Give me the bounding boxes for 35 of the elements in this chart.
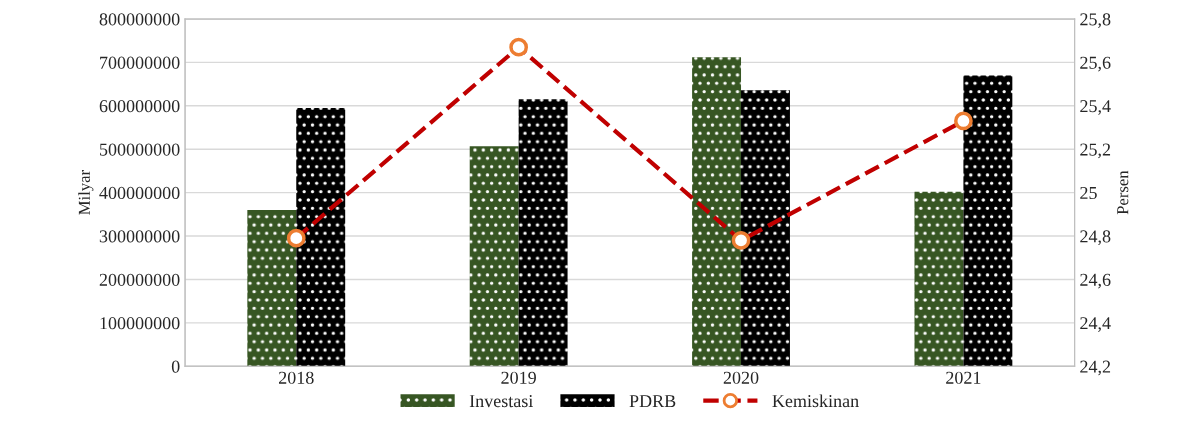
legend-label: Kemiskinan — [772, 394, 859, 408]
bar — [741, 90, 790, 367]
y-axis-title: Milyar — [78, 170, 94, 215]
x-tick-label: 2021 — [946, 371, 981, 384]
y-tick-label: 800000000 — [99, 13, 180, 26]
y2-tick-label: 24,2 — [1080, 360, 1111, 376]
x-tick-label: 2019 — [501, 371, 536, 384]
y-tick-label: 600000000 — [99, 100, 180, 113]
y2-tick-label: 25,4 — [1080, 100, 1111, 115]
x-tick-label: 2020 — [723, 371, 759, 384]
y2-axis-title: Persen — [1117, 170, 1129, 215]
bar — [914, 191, 964, 367]
y-tick-label: 300000000 — [99, 230, 180, 243]
y-tick-label: 500000000 — [100, 143, 180, 156]
y2-tick-label: 25,8 — [1080, 13, 1111, 28]
bar — [247, 209, 297, 367]
y-tick-label: 400000000 — [99, 186, 180, 200]
y2-tick-label: 25,2 — [1080, 143, 1111, 159]
y2-tick-label: 24,4 — [1080, 317, 1111, 332]
bar — [296, 107, 346, 367]
legend-label: PDRB — [629, 395, 676, 408]
y2-tick-label: 25,6 — [1080, 56, 1111, 72]
bar — [963, 75, 1013, 367]
y-tick-label: 0 — [171, 360, 180, 373]
bar — [469, 146, 519, 367]
y-tick-label: 200000000 — [99, 273, 180, 286]
bar — [518, 99, 568, 367]
y-tick-label: 100000000 — [100, 317, 180, 330]
legend-label: Investasi — [469, 395, 533, 408]
bar — [692, 57, 742, 367]
y-tick-label: 700000000 — [100, 56, 180, 69]
x-tick-label: 2018 — [279, 371, 314, 384]
y2-tick-label: 24,8 — [1080, 230, 1111, 246]
y2-tick-label: 24,6 — [1080, 273, 1111, 289]
y2-tick-label: 25 — [1080, 186, 1097, 200]
